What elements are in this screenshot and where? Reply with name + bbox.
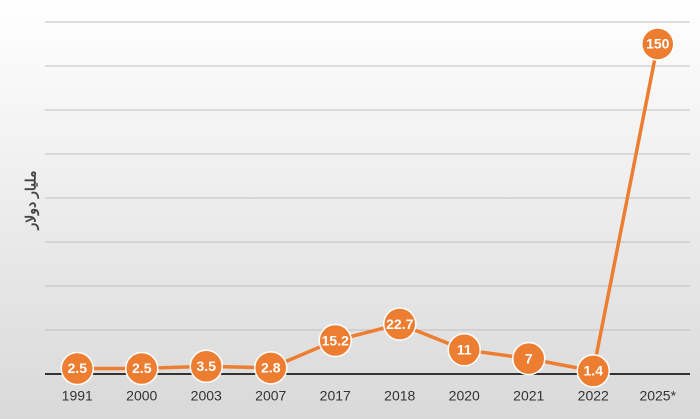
point: [125, 351, 159, 386]
data-label: 22.7: [386, 316, 413, 332]
data-label: 2.8: [261, 360, 281, 376]
x-tick-label: 2025*: [639, 388, 676, 404]
y-axis-label: مليار دولار: [23, 170, 40, 230]
x-tick-label: 2003: [191, 388, 222, 404]
x-tick-label: 2007: [255, 388, 286, 404]
data-label: 2.5: [68, 360, 88, 376]
data-label: 11: [457, 342, 472, 358]
line: [77, 43, 660, 373]
data-label: 2.5: [132, 360, 152, 376]
x-tick-label: 2018: [384, 388, 415, 404]
data-label: 3.5: [197, 358, 217, 374]
point: [60, 351, 94, 386]
point: [189, 349, 223, 384]
x-tick-label: 2000: [126, 388, 157, 404]
data-label: 7: [525, 350, 533, 366]
point: [447, 333, 481, 367]
point: [254, 351, 288, 385]
data-label: 150: [646, 36, 670, 52]
x-tick-label: 2022: [578, 388, 609, 404]
data-label: 15.2: [322, 332, 349, 348]
data-label: 1.4: [584, 363, 604, 379]
x-tick-label: 2020: [449, 388, 480, 404]
point: [383, 307, 417, 341]
x-tick-label: 2017: [320, 388, 351, 404]
point: [576, 354, 610, 388]
x-tick-label: 2021: [513, 388, 544, 404]
point: [512, 341, 546, 376]
point: [641, 27, 675, 61]
x-tick-label: 1991: [62, 388, 93, 404]
point: [318, 323, 352, 358]
